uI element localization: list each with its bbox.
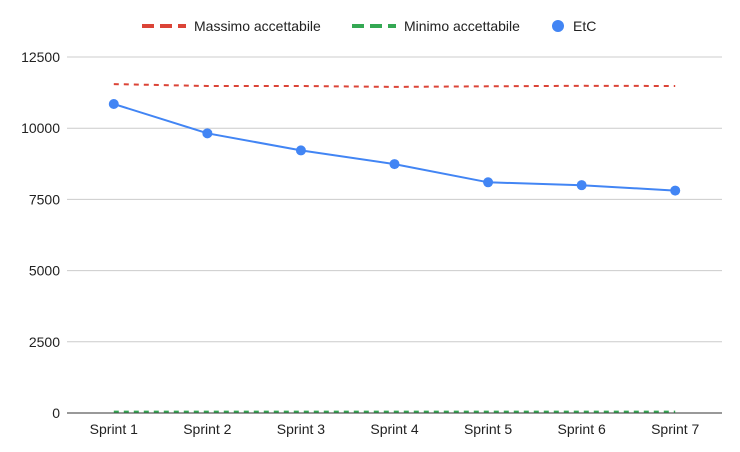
data-point-etc-6 bbox=[576, 180, 587, 191]
series-line-etc bbox=[113, 103, 676, 192]
x-tick-label-2: Sprint 2 bbox=[183, 421, 231, 437]
x-tick-label-7: Sprint 7 bbox=[651, 421, 699, 437]
y-tick-label-2500: 2500 bbox=[29, 334, 60, 350]
x-tick-label-6: Sprint 6 bbox=[558, 421, 606, 437]
data-point-etc-7 bbox=[670, 185, 681, 196]
x-tick-label-4: Sprint 4 bbox=[370, 421, 418, 437]
x-tick-label-1: Sprint 1 bbox=[90, 421, 138, 437]
data-point-etc-4 bbox=[389, 159, 400, 170]
x-axis: Sprint 1 Sprint 2 Sprint 3 Sprint 4 Sprint 5… bbox=[90, 421, 700, 437]
legend-marker-etc bbox=[552, 20, 564, 32]
data-point-etc-3 bbox=[295, 145, 306, 156]
y-tick-label-5000: 5000 bbox=[29, 263, 60, 279]
legend-label-minimo-accettabile: Minimo accettabile bbox=[404, 18, 520, 34]
series-massimo-accettabile bbox=[113, 83, 676, 88]
series-etc bbox=[108, 98, 681, 196]
legend: Massimo accettabile Minimo accettabile EtC bbox=[142, 18, 596, 34]
data-point-etc-5 bbox=[483, 177, 494, 188]
x-tick-label-3: Sprint 3 bbox=[277, 421, 325, 437]
y-tick-label-0: 0 bbox=[52, 405, 60, 421]
y-axis: 0 2500 5000 7500 10000 12500 bbox=[21, 49, 60, 421]
legend-label-etc: EtC bbox=[573, 18, 596, 34]
y-tick-label-12500: 12500 bbox=[21, 49, 60, 65]
data-point-etc-2 bbox=[202, 128, 213, 139]
x-tick-label-5: Sprint 5 bbox=[464, 421, 512, 437]
y-tick-label-10000: 10000 bbox=[21, 120, 60, 136]
data-point-etc-1 bbox=[108, 98, 119, 109]
y-tick-label-7500: 7500 bbox=[29, 191, 60, 207]
legend-label-massimo-accettabile: Massimo accettabile bbox=[194, 18, 321, 34]
series-layer bbox=[108, 83, 681, 413]
gridlines bbox=[67, 56, 722, 414]
series-line-massimo-accettabile bbox=[113, 83, 676, 88]
